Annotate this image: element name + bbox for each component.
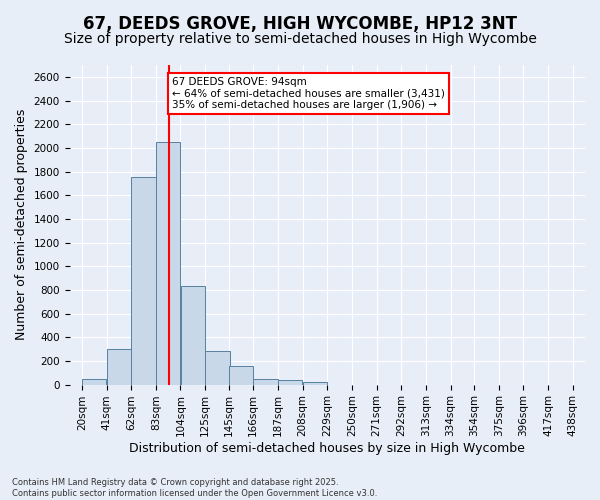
Bar xyxy=(229,366,253,384)
Bar xyxy=(303,382,327,384)
Bar xyxy=(253,378,278,384)
Bar xyxy=(107,349,131,384)
Bar xyxy=(205,352,230,384)
Bar xyxy=(131,178,155,384)
Bar xyxy=(181,286,205,384)
Text: 67 DEEDS GROVE: 94sqm
← 64% of semi-detached houses are smaller (3,431)
35% of s: 67 DEEDS GROVE: 94sqm ← 64% of semi-deta… xyxy=(172,77,445,110)
Y-axis label: Number of semi-detached properties: Number of semi-detached properties xyxy=(15,109,28,340)
Bar xyxy=(278,380,302,384)
Text: 67, DEEDS GROVE, HIGH WYCOMBE, HP12 3NT: 67, DEEDS GROVE, HIGH WYCOMBE, HP12 3NT xyxy=(83,15,517,33)
X-axis label: Distribution of semi-detached houses by size in High Wycombe: Distribution of semi-detached houses by … xyxy=(130,442,525,455)
Text: Contains HM Land Registry data © Crown copyright and database right 2025.
Contai: Contains HM Land Registry data © Crown c… xyxy=(12,478,377,498)
Bar xyxy=(156,142,181,384)
Bar xyxy=(82,378,106,384)
Text: Size of property relative to semi-detached houses in High Wycombe: Size of property relative to semi-detach… xyxy=(64,32,536,46)
